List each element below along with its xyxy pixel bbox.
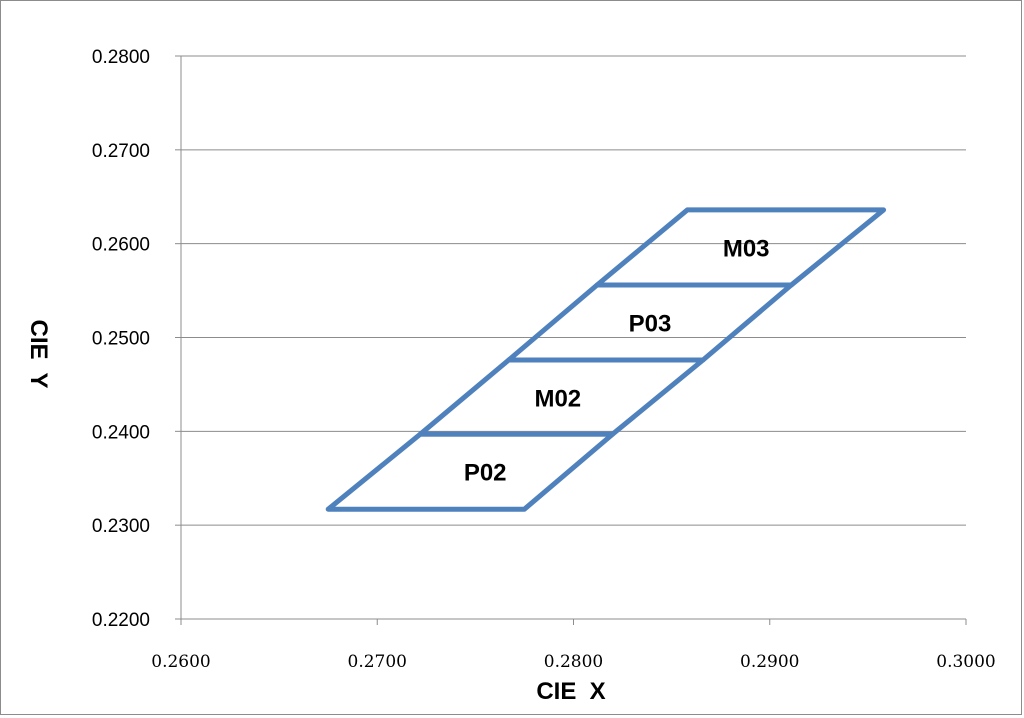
x-tick-label: 0.2800	[544, 652, 603, 672]
y-tick-label: 0.2400	[92, 422, 150, 443]
x-tick-label: 0.2600	[151, 652, 210, 672]
series-layer	[325, 207, 887, 512]
y-tick-label: 0.2300	[92, 516, 150, 537]
y-tick-label: 0.2200	[92, 610, 150, 631]
x-tick-label: 0.2700	[348, 652, 407, 672]
y-tick-label: 0.2800	[92, 47, 150, 68]
y-tick-label: 0.2700	[92, 141, 150, 162]
region-label-m02: M02	[534, 386, 581, 413]
y-tick-label: 0.2500	[92, 329, 150, 350]
region-label-p03: P03	[629, 310, 672, 337]
x-tick-label: 0.2900	[740, 652, 799, 672]
label-layer: P02 M02 P03 M03	[464, 235, 770, 486]
x-tick-label: 0.3000	[936, 652, 995, 672]
region-label-m03: M03	[723, 235, 770, 262]
region-label-p02: P02	[464, 460, 507, 487]
y-axis-title: CIE Y	[25, 320, 52, 389]
axis-layer: 0.2200 0.2300 0.2400 0.2500 0.2600 0.2700 0.28…	[92, 47, 996, 672]
y-tick-label: 0.2600	[92, 235, 150, 256]
grid-layer	[181, 55, 966, 620]
region-outline-m03	[594, 207, 887, 288]
x-axis-title: CIE X	[536, 678, 605, 705]
